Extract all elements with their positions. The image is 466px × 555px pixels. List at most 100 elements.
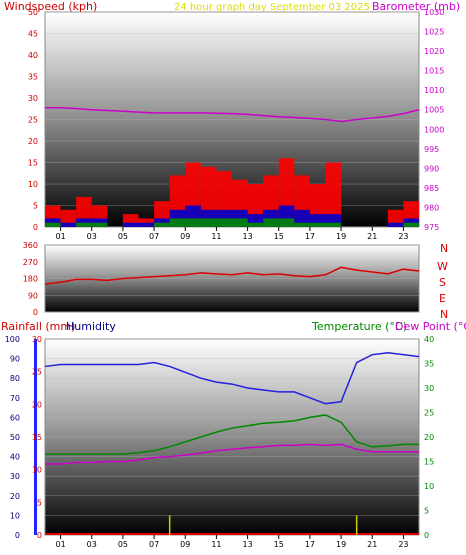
x-tick-label: 11 (211, 540, 221, 549)
x-tick-label: 21 (367, 540, 377, 549)
direction-tick-label: 180 (23, 275, 38, 284)
wind-average-bar (200, 218, 217, 227)
x-tick-label: 05 (118, 232, 128, 241)
x-tick-label: 19 (336, 540, 346, 549)
wind-bar (387, 222, 404, 227)
barometer-tick-label: 995 (424, 145, 439, 154)
humidity-line (44, 351, 420, 405)
barometer-tick-label: 1025 (424, 28, 444, 37)
compass-label-w: W (437, 260, 448, 273)
windspeed-tick-label: 40 (28, 51, 38, 60)
windspeed-tick-label: 10 (28, 180, 38, 189)
temperature-tick-label: 40 (424, 335, 434, 344)
humidity-tick-label: 20 (10, 492, 20, 501)
wind-average-bar (403, 222, 419, 227)
x-tick-label: 15 (274, 540, 284, 549)
rainfall-tick-label: 10 (32, 466, 42, 475)
barometer-tick-label: 1030 (424, 8, 444, 17)
x-tick-label: 03 (87, 540, 97, 549)
dewpoint-axis-title: Dew Point (°C) (395, 320, 466, 333)
x-tick-label: 05 (118, 540, 128, 549)
rainfall-tick-label: 20 (32, 400, 42, 409)
compass-label-s: S (439, 276, 446, 289)
wind-average-bar (278, 218, 295, 227)
humidity-tick-label: 90 (10, 355, 20, 364)
humidity-tick-label: 30 (10, 472, 20, 481)
barometer-tick-label: 1005 (424, 106, 444, 115)
x-tick-label: 13 (242, 540, 252, 549)
windspeed-tick-label: 35 (28, 73, 38, 82)
wind-bar (138, 222, 155, 227)
x-tick-label: 07 (149, 232, 159, 241)
direction-tick-label: 360 (23, 241, 38, 250)
humidity-tick-label: 100 (5, 335, 20, 344)
barometer-axis-title: Barometer (mb) (372, 0, 460, 13)
wind-average-bar (91, 222, 108, 227)
temperature-axis-title: Temperature (°C) (311, 320, 407, 333)
humidity-tick-label: 10 (10, 511, 20, 520)
temperature-tick-label: 10 (424, 482, 434, 491)
temperature-tick-label: 15 (424, 458, 434, 467)
wind-average-bar (185, 218, 201, 227)
barometer-tick-label: 975 (424, 223, 439, 232)
rainfall-tick-label: 0 (37, 531, 42, 540)
temperature-tick-label: 5 (424, 507, 429, 516)
x-tick-label: 01 (55, 232, 65, 241)
temperature-line (45, 414, 419, 455)
windspeed-axis-title: Windspeed (kph) (4, 0, 97, 13)
x-tick-label: 01 (55, 540, 65, 549)
barometer-tick-label: 1010 (424, 86, 444, 95)
barometer-line (45, 107, 420, 123)
humidity-tick-label: 40 (10, 453, 20, 462)
x-tick-label: 07 (149, 540, 159, 549)
rainfall-tick-label: 25 (32, 368, 42, 377)
rainfall-tick-label: 30 (32, 335, 42, 344)
temperature-tick-label: 35 (424, 360, 434, 369)
wind-average-bar (247, 222, 264, 227)
barometer-tick-label: 1015 (424, 67, 444, 76)
x-tick-label: 15 (274, 232, 284, 241)
rainfall-tick-label: 15 (32, 433, 42, 442)
temperature-tick-label: 30 (424, 384, 434, 393)
wind-average-bar (263, 218, 279, 227)
x-tick-label: 03 (87, 232, 97, 241)
humidity-tick-label: 0 (15, 531, 20, 540)
wind-average-bar (216, 218, 232, 227)
wind-average-bar (294, 222, 310, 227)
temperature-tick-label: 0 (424, 531, 429, 540)
barometer-tick-label: 985 (424, 184, 439, 193)
windspeed-tick-label: 50 (28, 8, 38, 17)
wind-direction-line (44, 266, 420, 285)
compass-label-n-top: N (440, 242, 448, 255)
humidity-axis-title: Humidity (66, 320, 116, 333)
windspeed-tick-label: 5 (33, 202, 38, 211)
wind-average-bar (309, 222, 326, 227)
x-tick-label: 11 (211, 232, 221, 241)
x-tick-label: 13 (242, 232, 252, 241)
x-tick-label: 17 (305, 232, 315, 241)
direction-tick-label: 270 (23, 258, 38, 267)
windspeed-tick-label: 25 (28, 116, 38, 125)
wind-bar (60, 222, 77, 227)
x-tick-label: 19 (336, 232, 346, 241)
wind-average-bar (76, 222, 92, 227)
wind-bar (122, 222, 139, 227)
temperature-tick-label: 20 (424, 433, 434, 442)
chart-title: 24 hour graph day September 03 2025 (174, 2, 370, 13)
rainfall-axis-title: Rainfall (mm) (1, 320, 75, 333)
direction-tick-label: 0 (33, 308, 38, 317)
x-tick-label: 23 (398, 232, 408, 241)
x-tick-label: 23 (398, 540, 408, 549)
barometer-tick-label: 980 (424, 203, 439, 212)
windspeed-tick-label: 15 (28, 159, 38, 168)
humidity-tick-label: 70 (10, 394, 20, 403)
compass-label-e: E (439, 292, 446, 305)
rainfall-tick-label: 5 (37, 498, 42, 507)
wind-average-bar (154, 222, 170, 227)
windspeed-tick-label: 0 (33, 223, 38, 232)
temperature-tick-label: 25 (424, 409, 434, 418)
barometer-tick-label: 1020 (424, 47, 444, 56)
windspeed-tick-label: 20 (28, 137, 38, 146)
